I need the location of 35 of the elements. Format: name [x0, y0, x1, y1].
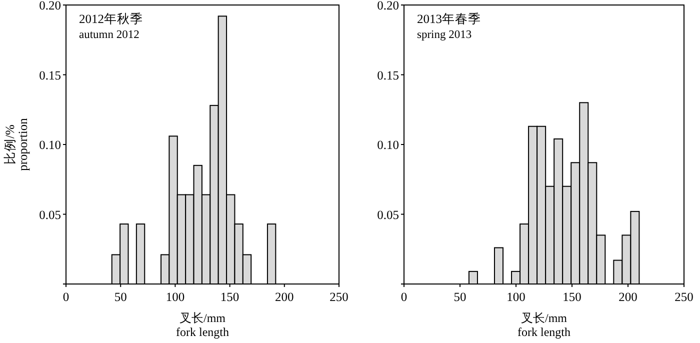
y-tick-label: 0.15 — [377, 68, 399, 82]
x-axis-title: 叉长/mm fork length — [176, 311, 229, 339]
ytick: 0.05 — [377, 208, 404, 222]
x-tick-label: 150 — [220, 290, 240, 304]
text: autumn 2012 — [79, 29, 140, 41]
x-tick-label: 200 — [618, 290, 638, 304]
y-tick-label: 0.15 — [39, 68, 61, 82]
text: 2012年秋季 — [79, 12, 143, 26]
y-tick-label: 0.20 — [377, 0, 399, 12]
x-tick-label: 250 — [674, 290, 694, 304]
text: 2013年春季 — [417, 12, 481, 26]
y-tick-label: 0.20 — [39, 0, 61, 12]
x-tick-label: 0 — [62, 290, 70, 304]
ytick: 0.15 — [39, 68, 66, 82]
x-tick-label: 100 — [166, 290, 185, 304]
x-tick-label: 200 — [275, 290, 294, 304]
x-tick-label: 50 — [114, 290, 127, 304]
x-tick-label: 0 — [400, 290, 408, 304]
x-tick-label: 150 — [562, 290, 582, 304]
x-tick-label: 100 — [506, 290, 526, 304]
y-tick-label: 0.10 — [39, 138, 61, 152]
y-tick-label: 0.05 — [39, 208, 61, 222]
ytick: 0.20 — [377, 0, 404, 12]
x-axis-title: 叉长/mm fork length — [518, 311, 570, 339]
ytick: 0.10 — [39, 138, 66, 152]
y-axis-title: 比例/% proportion — [3, 117, 30, 171]
ytick: 0.15 — [377, 68, 404, 82]
ytick: 0.10 — [377, 138, 404, 152]
text: spring 2013 — [417, 29, 472, 41]
x-tick-label: 250 — [330, 290, 348, 304]
y-tick-label: 0.05 — [377, 208, 399, 222]
ytick: 0.05 — [39, 208, 66, 222]
ytick: 0.20 — [39, 0, 66, 12]
x-tick-label: 50 — [454, 290, 466, 304]
y-tick-label: 0.10 — [377, 138, 399, 152]
